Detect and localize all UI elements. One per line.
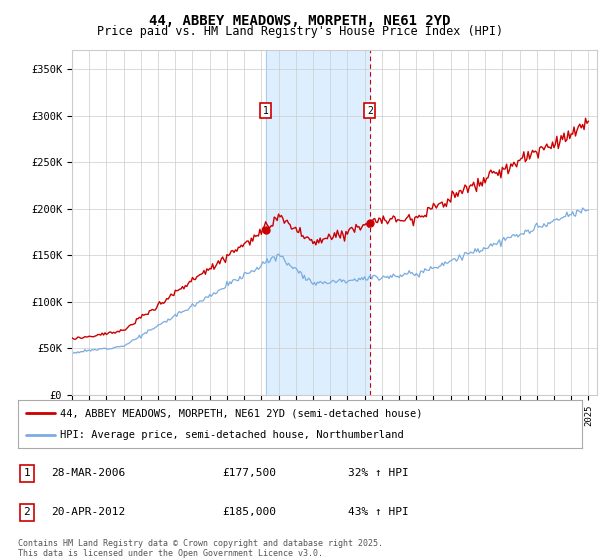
Bar [266, 50, 370, 395]
Text: 20-APR-2012: 20-APR-2012 [51, 507, 125, 517]
Text: Price paid vs. HM Land Registry's House Price Index (HPI): Price paid vs. HM Land Registry's House … [97, 25, 503, 38]
Text: 43% ↑ HPI: 43% ↑ HPI [348, 507, 409, 517]
Text: HPI: Average price, semi-detached house, Northumberland: HPI: Average price, semi-detached house,… [60, 430, 404, 440]
Text: 28-MAR-2006: 28-MAR-2006 [51, 468, 125, 478]
Text: 44, ABBEY MEADOWS, MORPETH, NE61 2YD: 44, ABBEY MEADOWS, MORPETH, NE61 2YD [149, 14, 451, 28]
Text: £185,000: £185,000 [222, 507, 276, 517]
Text: 2: 2 [23, 507, 31, 517]
Text: £177,500: £177,500 [222, 468, 276, 478]
Text: 2: 2 [367, 106, 373, 116]
Text: 32% ↑ HPI: 32% ↑ HPI [348, 468, 409, 478]
Text: 1: 1 [263, 106, 269, 116]
Text: Contains HM Land Registry data © Crown copyright and database right 2025.
This d: Contains HM Land Registry data © Crown c… [18, 539, 383, 558]
Text: 44, ABBEY MEADOWS, MORPETH, NE61 2YD (semi-detached house): 44, ABBEY MEADOWS, MORPETH, NE61 2YD (se… [60, 408, 423, 418]
Text: 1: 1 [23, 468, 31, 478]
